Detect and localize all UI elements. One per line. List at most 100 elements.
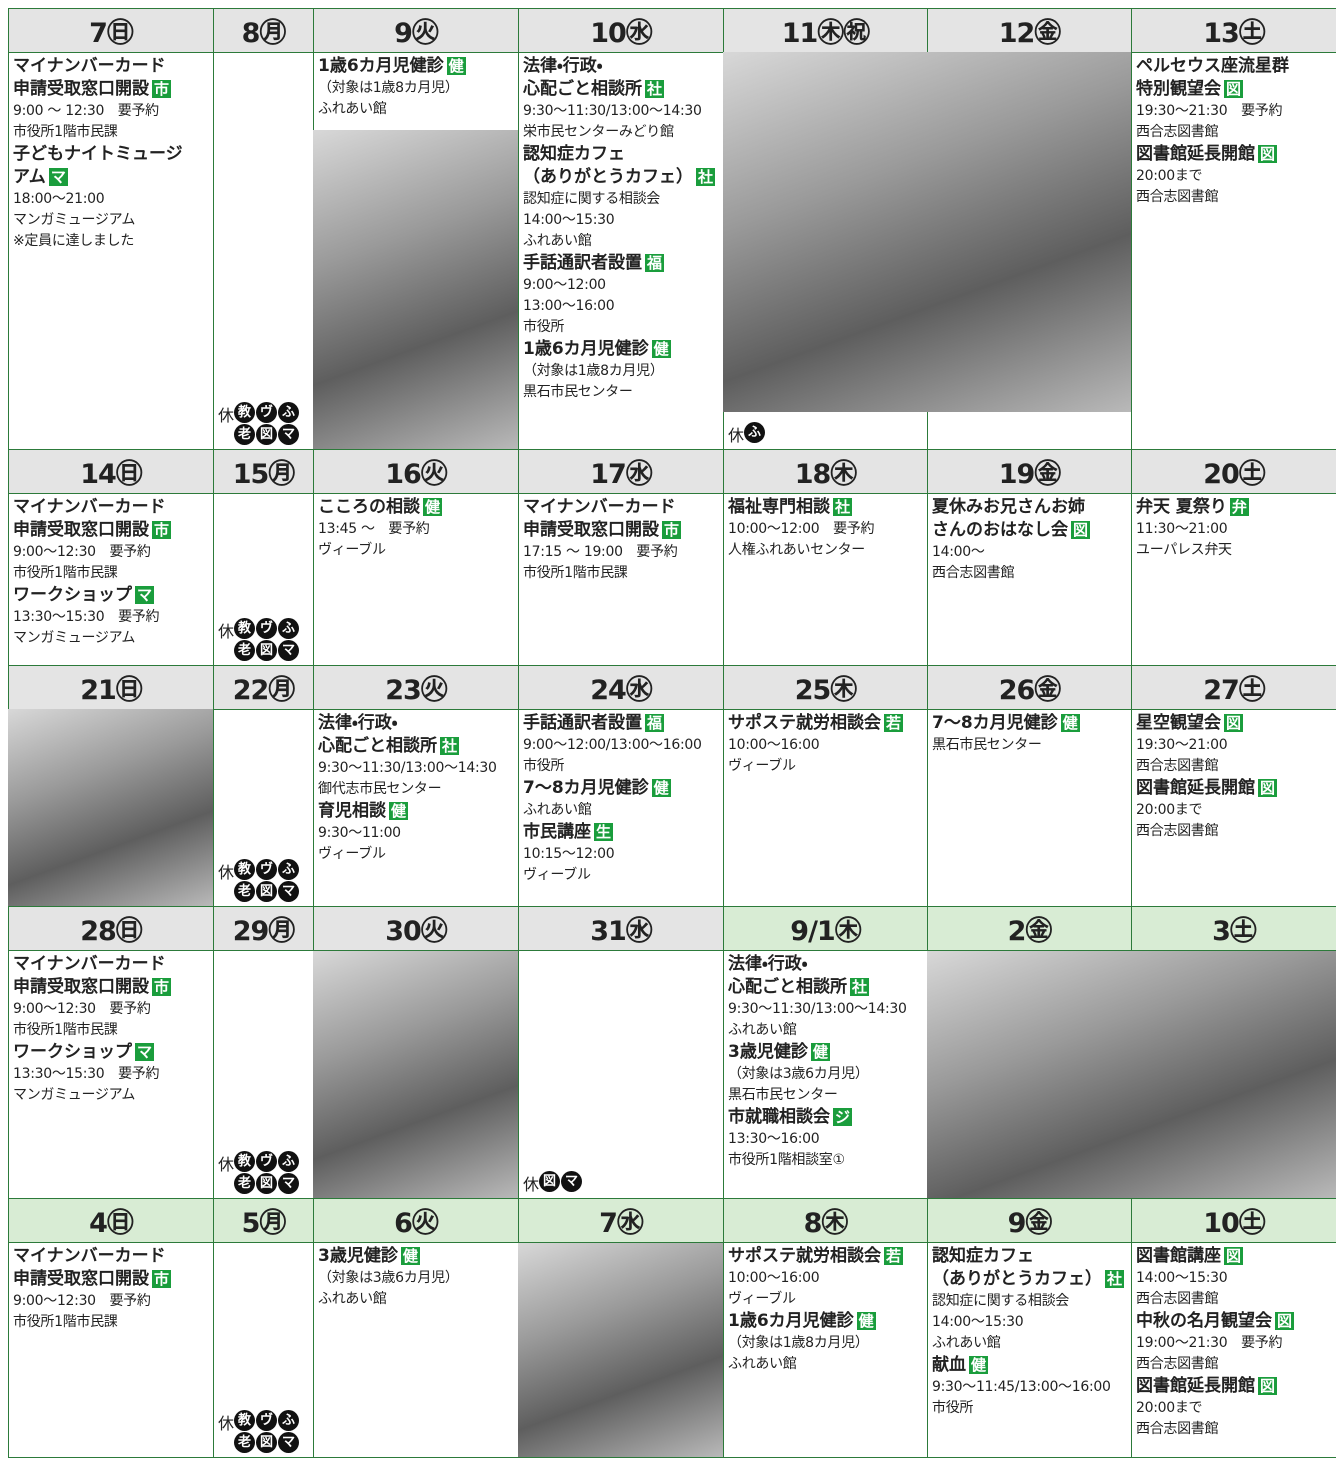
event: 1歳6カ月児健診健 （対象は1歳8カ月児） ふれあい館: [318, 55, 514, 120]
event: 法律・行政・ 心配ごと相談所社 9:30～11:30/13:00～14:30 ふれあい…: [728, 953, 923, 1041]
date-header: 30㊋: [313, 906, 519, 951]
event-detail: 西合志図書館: [1136, 1421, 1219, 1437]
facility-icon: ふ: [278, 402, 300, 423]
category-tag: 図: [1258, 145, 1278, 163]
event-title: 図書館延長開館図: [1136, 777, 1332, 800]
category-tag: 社: [1105, 1270, 1125, 1288]
event: 7～8カ月児健診健黒石市民センター: [932, 712, 1127, 756]
facility-icon: 教: [234, 1151, 256, 1172]
event-title-line: 市民講座: [523, 822, 591, 842]
event-detail: 20:00まで: [1136, 168, 1203, 184]
day-cell: マイナンバーカード 申請受取窓口開設市 17:15 ～ 19:00 要予約 市役所1階…: [518, 493, 724, 666]
event-detail: ふれあい館: [728, 1356, 797, 1372]
category-tag: 図: [1224, 1247, 1244, 1265]
event-detail: 市役所: [523, 319, 565, 335]
date-header: 2㊎: [927, 906, 1132, 951]
category-tag: 図: [1258, 779, 1278, 797]
event-title-line: 中秋の名月観望会: [1136, 1311, 1272, 1331]
event-detail: 9:00 ～ 12:30 要予約: [13, 103, 159, 119]
day-cell: 星空観望会図 19:30～21:00 西合志図書館 図書館延長開館図 20:00まで 西合…: [1131, 709, 1336, 907]
event-title-line: 星空観望会: [1136, 713, 1221, 733]
event-title: 認知症カフェ （ありがとうカフェ）社: [523, 143, 719, 189]
day-cell: マイナンバーカード 申請受取窓口開設市 9:00～12:30 要予約 市役所1階市民課…: [8, 493, 214, 666]
event-detail: 9:00～12:30 要予約: [13, 1001, 151, 1017]
date-header: 7㊌: [518, 1198, 724, 1243]
event-detail: 市役所: [932, 1400, 974, 1416]
event: 法律・行政・ 心配ごと相談所社 9:30～11:30/13:00～14:30 栄市民セ…: [523, 55, 719, 143]
event-detail: 市役所1階市民課: [13, 565, 118, 581]
event-detail: 9:00～12:30 要予約: [13, 1293, 151, 1309]
date-header: 12㊎: [927, 8, 1132, 53]
date-header: 28㊐: [8, 906, 214, 951]
event-title: 1歳6カ月児健診健: [728, 1310, 923, 1333]
event-detail: 市役所1階市民課: [13, 1022, 118, 1038]
day-cell: 休教ヴふ老図マ: [213, 1242, 314, 1458]
event: 弁天 夏祭り弁 11:30～21:00 ユーパレス弁天: [1136, 496, 1332, 561]
event-title-line: さんのおはなし会: [932, 520, 1068, 540]
photo: [518, 1243, 723, 1457]
date-header: 9㊋: [313, 8, 519, 53]
event-title-line: こころの相談: [318, 497, 420, 517]
event-detail: 20:00まで: [1136, 1400, 1203, 1416]
event-title-line: 1歳6カ月児健診: [728, 1311, 854, 1331]
event-detail: ふれあい館: [318, 101, 387, 117]
event-detail: 黒石市民センター: [932, 737, 1042, 753]
day-cell: サポステ就労相談会若 10:00～16:00 ヴィーブル: [723, 709, 928, 907]
event-detail: 14:00～: [932, 544, 985, 560]
event: マイナンバーカード 申請受取窓口開設市 9:00～12:30 要予約 市役所1階市民課: [13, 496, 209, 584]
event: 中秋の名月観望会図 19:00～21:30 要予約 西合志図書館: [1136, 1310, 1332, 1375]
event-detail: 人権ふれあいセンター: [728, 542, 865, 558]
event: 子どもナイトミュージ アムマ 18:00～21:00 マンガミュージアム ※定員に達しま…: [13, 143, 209, 252]
event-title: サポステ就労相談会若: [728, 1245, 923, 1268]
category-tag: 健: [446, 57, 466, 75]
facility-icon: 老: [234, 1432, 256, 1453]
event-title-line: 申請受取窓口開設: [13, 1269, 149, 1289]
day-cell: サポステ就労相談会若 10:00～16:00 ヴィーブル 1歳6カ月児健診健 （対象は1…: [723, 1242, 928, 1458]
facility-icon: マ: [561, 1171, 583, 1192]
closed-facilities: 休教ヴふ老図マ: [218, 402, 306, 446]
event-detail: 20:00まで: [1136, 802, 1203, 818]
event-detail: 14:00～15:30: [1136, 1270, 1228, 1286]
event-title: 中秋の名月観望会図: [1136, 1310, 1332, 1333]
date-header: 23㊋: [313, 665, 519, 710]
day-cell: 図書館講座図 14:00～15:30 西合志図書館 中秋の名月観望会図 19:00～21…: [1131, 1242, 1336, 1458]
facility-icon: ヴ: [256, 402, 278, 423]
facility-icon: ふ: [278, 618, 300, 639]
day-cell: 弁天 夏祭り弁 11:30～21:00 ユーパレス弁天: [1131, 493, 1336, 666]
event-title-line: ペルセウス座流星群: [1136, 56, 1289, 76]
event-detail: 18:00～21:00: [13, 191, 105, 207]
event-title: 法律・行政・ 心配ごと相談所社: [728, 953, 923, 999]
event-detail: 13:45 ～ 要予約: [318, 521, 430, 537]
category-tag: 市: [152, 521, 172, 539]
event: マイナンバーカード 申請受取窓口開設市 17:15 ～ 19:00 要予約 市役所1階…: [523, 496, 719, 584]
category-tag: 市: [152, 1270, 172, 1288]
date-header: 24㊌: [518, 665, 724, 710]
event-title: 手話通訳者設置福: [523, 712, 719, 735]
category-tag: 若: [884, 1247, 904, 1265]
category-tag: 福: [645, 254, 665, 272]
event-title: 法律・行政・ 心配ごと相談所社: [318, 712, 514, 758]
closed-label: 休: [218, 622, 235, 641]
event-detail: ヴィーブル: [728, 1291, 796, 1307]
event-title: 7～8カ月児健診健: [523, 777, 719, 800]
facility-icon: マ: [278, 640, 300, 661]
event-title-line: 申請受取窓口開設: [13, 520, 149, 540]
category-tag: 市: [152, 978, 172, 996]
event-title-line: 認知症カフェ: [932, 1246, 1034, 1266]
facility-icon: マ: [278, 881, 300, 902]
closed-label: 休: [218, 863, 235, 882]
category-tag: 健: [651, 779, 671, 797]
event-title-line: 図書館延長開館: [1136, 1376, 1255, 1396]
facility-icon: 教: [234, 1410, 256, 1431]
event-title-line: ワークショップ: [13, 585, 132, 605]
event-title-line: 市就職相談会: [728, 1107, 830, 1127]
day-cell: 法律・行政・ 心配ごと相談所社 9:30～11:30/13:00～14:30 ふれあい…: [723, 950, 928, 1199]
category-tag: 図: [1275, 1312, 1295, 1330]
event-detail: 19:30～21:30 要予約: [1136, 103, 1283, 119]
date-header: 17㊌: [518, 449, 724, 494]
facility-icon: 図: [256, 1432, 278, 1453]
event-title-line: 特別観望会: [1136, 79, 1221, 99]
event-detail: 栄市民センターみどり館: [523, 124, 674, 140]
category-tag: 図: [1258, 1377, 1278, 1395]
event-detail: ヴィーブル: [523, 867, 591, 883]
